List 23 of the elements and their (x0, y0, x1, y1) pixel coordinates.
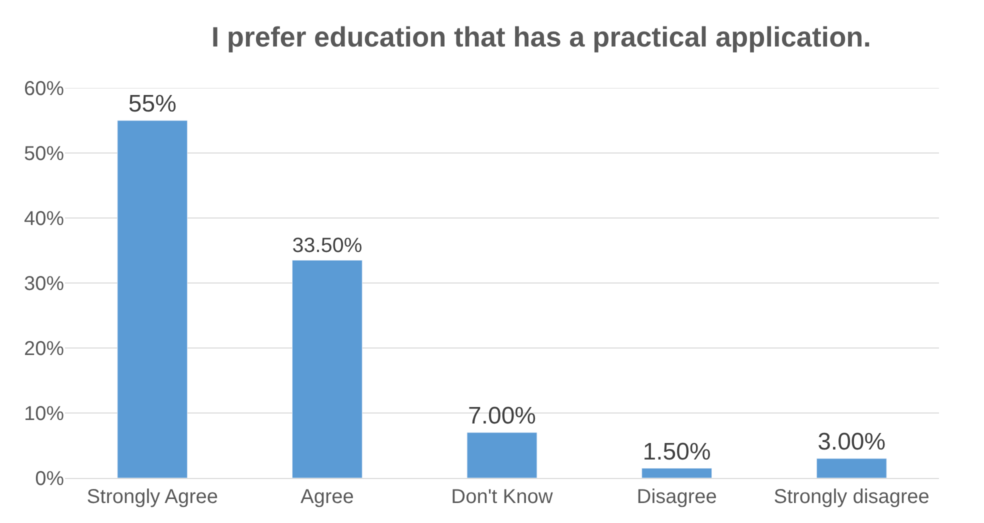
y-tick-label: 0% (35, 468, 64, 490)
y-tick-label: 30% (24, 273, 64, 295)
y-tick-label: 40% (24, 208, 64, 230)
data-label: 3.00% (818, 428, 886, 456)
y-tick-label: 50% (24, 143, 64, 165)
y-tick-label: 10% (24, 403, 64, 425)
y-tick-label: 20% (24, 338, 64, 360)
x-tick-label: Disagree (636, 486, 717, 508)
x-tick-label: Strongly Agree (86, 486, 218, 508)
chart-title: I prefer education that has a practical application. (211, 21, 872, 52)
y-tick-label: 60% (24, 78, 64, 100)
data-label: 55% (128, 90, 176, 118)
bar (642, 468, 712, 478)
data-label: 7.00% (468, 402, 536, 430)
bar (816, 458, 887, 478)
x-tick-label: Agree (300, 486, 354, 508)
bar (117, 120, 188, 478)
x-tick-label: Don't Know (451, 486, 554, 508)
data-label: 33.50% (292, 234, 362, 258)
data-label: 1.50% (642, 438, 711, 466)
x-tick-label: Strongly disagree (774, 486, 930, 508)
bar (292, 260, 362, 478)
bar (466, 432, 538, 478)
